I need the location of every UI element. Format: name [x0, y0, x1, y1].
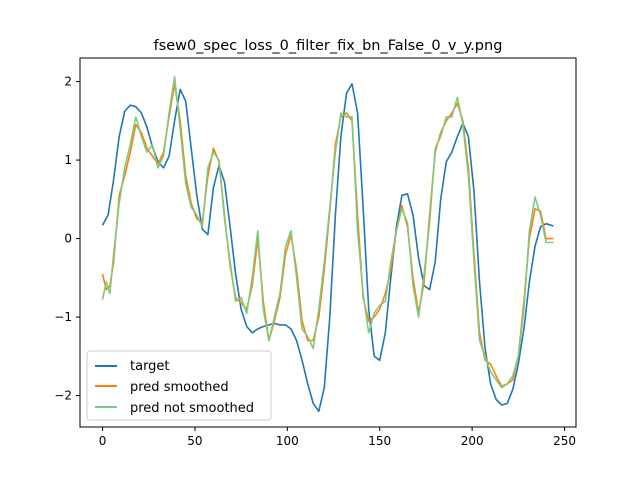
legend-box: [86, 350, 272, 421]
y-axis: −2 −1 0 1 2: [54, 75, 80, 403]
x-tick-label: 150: [368, 434, 391, 448]
legend: target pred smoothed pred not smoothed: [86, 350, 272, 421]
x-tick-label: 0: [99, 434, 107, 448]
legend-label-target: target: [130, 359, 170, 374]
x-tick-label: 100: [276, 434, 299, 448]
x-axis: 0 50 100 150 200 250: [99, 427, 576, 448]
legend-label-pred-smoothed: pred smoothed: [130, 380, 229, 395]
legend-label-pred-not-smoothed: pred not smoothed: [130, 401, 254, 416]
series-line-pred-not-smoothed: [101, 76, 554, 389]
y-tick-label: −2: [54, 389, 72, 403]
plot-lines: [101, 76, 554, 413]
y-tick-label: 1: [64, 153, 72, 167]
y-tick-label: 0: [64, 232, 72, 246]
x-tick-label: 200: [461, 434, 484, 448]
plot-frame: [79, 57, 577, 428]
chart-title: fsew0_spec_loss_0_filter_fix_bn_False_0_…: [154, 38, 503, 54]
x-tick-label: 250: [553, 434, 576, 448]
y-tick-label: −1: [54, 310, 72, 324]
x-tick-label: 50: [187, 434, 202, 448]
y-tick-label: 2: [64, 75, 72, 89]
